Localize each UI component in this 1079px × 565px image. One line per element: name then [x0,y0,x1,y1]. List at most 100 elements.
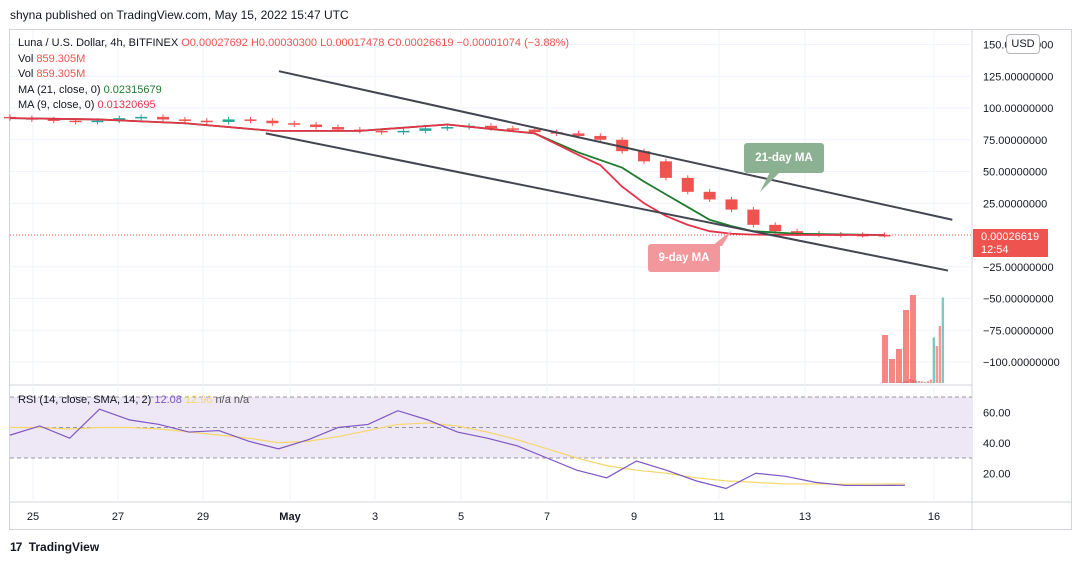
x-tick-label: 25 [27,511,39,523]
y-tick-label: −100.00000000 [983,357,1060,369]
candle-body [288,123,301,125]
x-tick-label: 16 [928,511,940,523]
volume-bar [929,379,933,383]
candle-body [725,199,738,210]
rsi-sma-line [10,422,906,485]
candle-body [878,234,891,237]
rsi-sma-value: 12.96 [184,394,213,406]
trend-line [265,132,949,272]
candle-body [91,120,104,123]
candle-body [747,209,760,225]
currency-button[interactable]: USD [1006,34,1040,54]
y-tick-label: −25.00000000 [983,262,1054,274]
x-tick-label: 3 [372,511,378,523]
ma21-callout-pointer [760,172,780,192]
rsi-value: 12.08 [154,394,182,406]
y-tick-label: 25.00000000 [983,198,1047,210]
y-tick-label: 75.00000000 [983,135,1047,147]
x-tick-label: 13 [799,511,811,523]
volume-bar [910,295,916,383]
y-tick-label: −75.00000000 [983,325,1054,337]
candle-body [200,120,213,123]
candle-body [703,191,716,200]
x-tick-label: 7 [544,511,550,523]
rsi-na-values: n/a n/a [215,394,250,406]
x-tick-label: 9 [631,511,637,523]
y-tick-label: 125.00000000 [983,71,1053,83]
volume-bar [941,297,945,383]
volume-bar [882,335,888,383]
volume-bar [896,349,902,383]
rsi-label[interactable]: RSI (14, close, SMA, 14, 2) [18,394,152,406]
y-tick-label: −50.00000000 [983,294,1054,306]
x-tick-label: 29 [197,511,209,523]
volume-bar [923,381,927,383]
candle-body [157,116,170,120]
volume-value: 859.305M [36,52,86,65]
candle-body [113,118,126,121]
candle-body [69,120,82,123]
volume-value-2: 859.305M [36,68,86,80]
ma21-label: MA (21, close, 0) [18,83,101,96]
candle-body [3,116,17,119]
chart-frame [9,29,1072,530]
candle-body [506,128,519,130]
candle-body [135,116,148,119]
volume-label: Vol [18,52,34,65]
x-tick-label: 27 [112,511,124,523]
volume-bar [926,381,930,383]
candle-body [178,119,191,121]
ma21-value: 0.02315679 [103,83,162,96]
ma9-callout-pointer [712,230,732,246]
volume-bar [903,310,909,383]
candle-body [310,124,323,128]
candle-body [769,224,782,232]
rsi-line [9,408,906,490]
rsi-background-band [10,397,972,458]
publisher-caption: shyna published on TradingView.com, May … [10,8,349,22]
tradingview-footer[interactable]: 17 TradingView [10,540,99,554]
candle-body [397,130,410,133]
rsi-legend: RSI (14, close, SMA, 14, 2) 12.08 12.96 … [18,394,249,406]
symbol-label[interactable]: Luna / U.S. Dollar, 4h, BITFINEX [18,37,179,49]
volume-bar [932,337,936,383]
x-tick-label: 11 [713,511,724,523]
volume-bar [920,381,924,383]
candle-body [419,128,432,131]
y-tick-label: 100.00000000 [983,103,1053,115]
ohlc-values: O0.00027692 H0.00030300 L0.00017478 C0.0… [181,37,570,49]
last-price-tag: 0.00026619 12:54 [973,229,1048,257]
volume-label-2: Vol [18,68,34,80]
volume-bar [917,381,921,383]
rsi-tick-label: 40.00 [983,438,1011,450]
x-tick-label: May [279,511,301,523]
candle-body [266,120,279,124]
candle-body [375,130,388,133]
ma9-value: 0.01320695 [97,99,156,111]
candle-body [791,231,804,234]
bar-countdown: 12:54 [981,244,1009,256]
x-tick-label: 5 [458,511,464,523]
candle-body [681,177,694,192]
chart-legend: Luna / U.S. Dollar, 4h, BITFINEX O0.0002… [18,36,569,114]
trend-line [278,70,953,221]
candle-body [331,127,344,130]
candle-body [47,119,60,121]
volume-bar [908,379,912,383]
volume-bar [938,326,942,383]
candle-body [659,161,672,178]
candle-body [528,129,541,133]
candle-body [616,139,629,152]
ma21-callout: 21-day MA [744,143,824,173]
candle-body [222,119,235,122]
tradingview-brand: TradingView [28,540,100,554]
candle-body [572,133,585,136]
volume-bar [935,345,939,383]
ma9-label: MA (9, close, 0) [18,99,95,111]
candle-body [638,151,651,162]
rsi-tick-label: 20.00 [983,468,1011,480]
candle-body [244,119,257,121]
candle-body [484,125,498,129]
volume-bar [889,359,895,383]
